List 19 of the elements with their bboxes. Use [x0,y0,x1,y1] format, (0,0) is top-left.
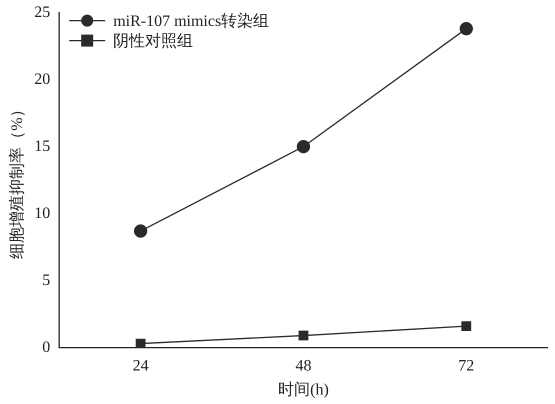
point [134,224,148,238]
x-tick-label: 24 [132,357,149,374]
x-axis-title: 时间(h) [278,380,329,399]
y-tick-label: 0 [42,338,50,356]
point [298,330,308,340]
y-axis-title: 细胞增殖抑制率（%） [8,101,26,259]
point [136,338,146,348]
y-tick-label: 25 [34,4,50,21]
y-tick-label: 20 [34,70,50,88]
point [461,321,472,332]
y-tick-label: 10 [34,204,50,222]
y-tick-label: 5 [42,272,50,289]
x-tick-label: 48 [295,357,312,374]
point [460,22,473,36]
legend-label: miR-107 mimics转染组 [113,12,270,30]
legend-label: 阴性对照组 [113,32,194,50]
x-tick-label: 72 [458,357,474,374]
y-tick-label: 15 [34,138,50,155]
point [296,140,310,154]
